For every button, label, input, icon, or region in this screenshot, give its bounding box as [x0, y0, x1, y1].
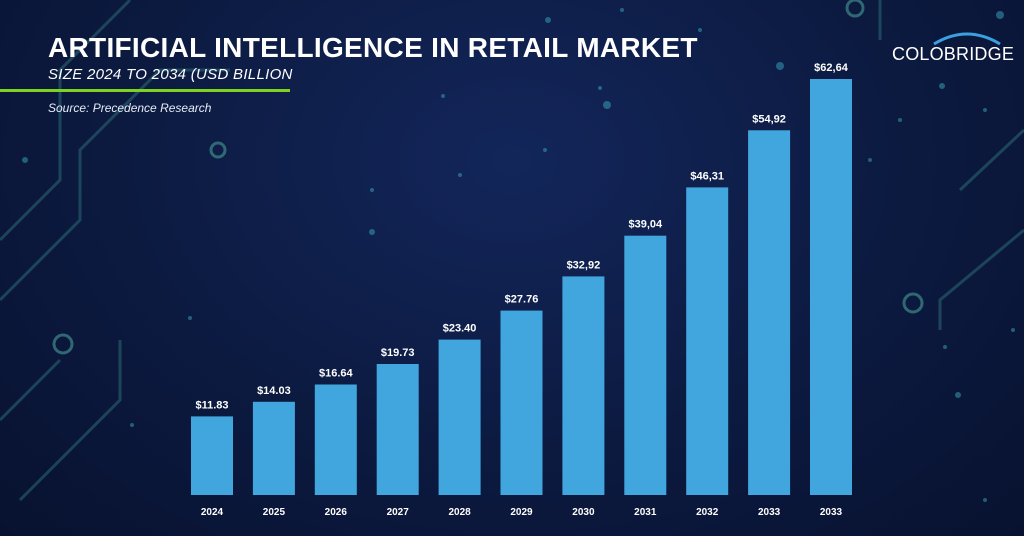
- x-tick-label: 2025: [263, 507, 286, 518]
- x-tick-label: 2033: [820, 507, 843, 518]
- bar-2027: [376, 364, 419, 495]
- bar-2032: [686, 187, 729, 495]
- x-tick-label: 2027: [387, 507, 410, 518]
- bar-2031: [624, 235, 667, 495]
- accent-divider: [0, 89, 290, 92]
- bar-2028: [438, 339, 481, 495]
- x-tick-label: 2028: [448, 507, 471, 518]
- bar-2025: [252, 401, 295, 495]
- bar-value-label: $11.83: [195, 399, 228, 411]
- x-tick-label: 2030: [572, 507, 595, 518]
- bar-value-label: $16.64: [319, 368, 354, 380]
- x-tick-label: 2024: [201, 507, 224, 518]
- bar-value-label: $14.03: [257, 385, 291, 397]
- bar-value-label: $23.40: [443, 323, 477, 335]
- x-tick-label: 2031: [634, 507, 657, 518]
- x-tick-label: 2032: [696, 507, 719, 518]
- source-note: Source: Precedence Research: [48, 101, 212, 115]
- bar-value-label: $27.76: [505, 294, 539, 306]
- bar-value-label: $19.73: [381, 347, 415, 359]
- bar-2033: [810, 79, 852, 495]
- bar-2026: [314, 384, 357, 495]
- x-tick-label: 2026: [325, 507, 348, 518]
- bar-2029: [500, 310, 543, 495]
- bar-value-label: $54,92: [752, 113, 786, 125]
- bar-value-label: $46,31: [690, 170, 724, 182]
- chart-subtitle: SIZE 2024 TO 2034 (USD BILLION: [48, 66, 293, 83]
- bar-value-label: $62,64: [814, 62, 849, 74]
- x-tick-label: 2033: [758, 507, 781, 518]
- colobridge-logo: COLOBRIDGE: [892, 30, 1014, 70]
- bar-value-label: $32,92: [567, 259, 601, 271]
- logo-text: COLOBRIDGE: [892, 44, 1015, 64]
- bar-2033: [748, 130, 791, 496]
- bar-2030: [562, 276, 605, 495]
- bridge-arc-icon: [933, 32, 1001, 46]
- chart-title: ARTIFICIAL INTELLIGENCE IN RETAIL MARKET: [48, 32, 698, 63]
- bar-value-label: $39,04: [628, 219, 663, 231]
- x-tick-label: 2029: [510, 507, 533, 518]
- bar-2024: [191, 416, 233, 495]
